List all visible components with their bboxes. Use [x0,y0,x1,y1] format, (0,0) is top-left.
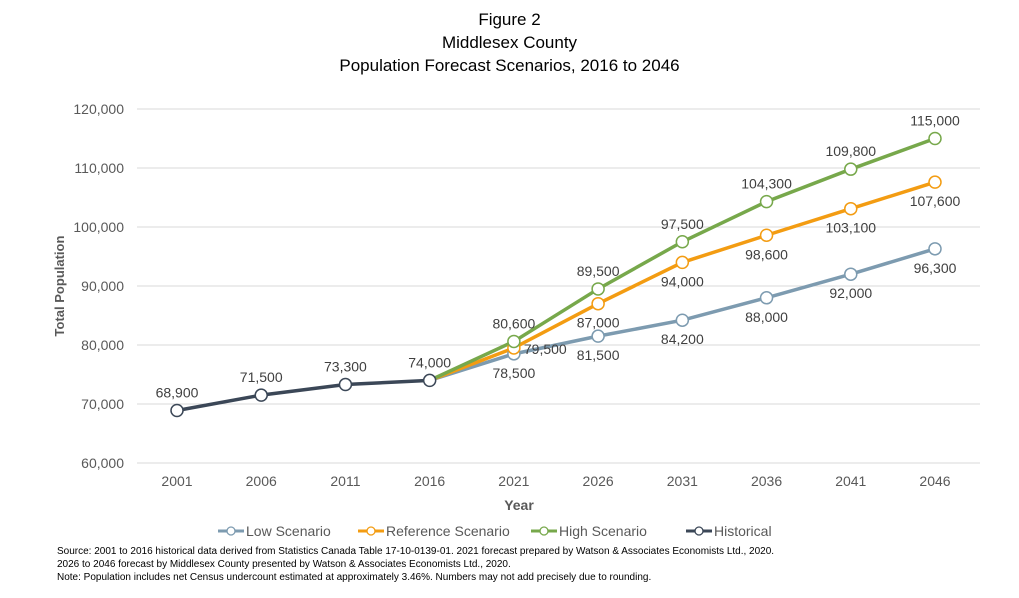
data-point [759,228,774,243]
y-tick-label: 70,000 [81,396,124,412]
legend-label: Historical [714,523,772,539]
data-label: 89,500 [577,263,620,279]
data-point [759,291,774,305]
data-point [759,194,774,209]
source-note-2: 2026 to 2046 forecast by Middlesex Count… [57,559,511,570]
data-label: 115,000 [910,113,960,129]
data-label: 104,300 [741,176,792,192]
legend-label: Reference Scenario [386,523,510,539]
data-label: 94,000 [661,273,704,289]
data-label: 71,500 [240,369,283,385]
legend-marker [366,526,376,536]
legend-label: Low Scenario [246,523,331,539]
y-axis-label: Total Population [52,236,67,337]
y-tick-label: 80,000 [81,337,124,353]
data-label: 92,000 [829,285,872,301]
data-label: 98,600 [745,246,788,262]
x-tick-label: 2026 [583,473,614,489]
data-point [928,131,942,146]
data-label: 80,600 [492,315,535,331]
data-point [422,373,437,388]
y-tick-label: 90,000 [81,278,124,294]
data-label: 84,200 [661,331,704,347]
data-point [675,313,690,327]
x-tick-label: 2006 [246,473,277,489]
data-point [675,235,690,249]
data-point [844,201,858,216]
x-tick-label: 2011 [330,473,360,489]
legend-marker [694,526,704,536]
data-label: 74,000 [408,354,451,370]
y-tick-label: 100,000 [73,219,124,235]
x-tick-label: 2021 [498,473,529,489]
y-tick-label: 120,000 [73,101,124,117]
data-point [928,175,942,189]
x-tick-label: 2046 [919,473,950,489]
x-tick-label: 2041 [835,473,866,489]
x-tick-label: 2001 [161,473,192,489]
data-point [338,377,353,392]
rounding-note: Note: Population includes net Census und… [57,572,652,583]
data-point [844,267,858,281]
chart-subtitle: Population Forecast Scenarios, 2016 to 2… [339,56,680,75]
source-note: Source: 2001 to 2016 historical data der… [57,546,775,557]
x-tick-label: 2016 [414,473,445,489]
y-tick-label: 60,000 [81,455,124,471]
data-label: 88,000 [745,309,788,325]
data-label: 79,500 [524,341,567,357]
data-point [591,329,605,343]
figure-number: Figure 2 [478,10,541,29]
data-label: 107,600 [910,193,961,209]
x-axis-label: Year [504,497,534,513]
data-label: 73,300 [324,359,367,375]
data-point [928,242,942,256]
x-tick-label: 2031 [667,473,698,489]
data-label: 96,300 [914,260,957,276]
data-point [591,296,605,311]
data-point [507,334,521,349]
legend-marker [539,526,549,536]
y-tick-label: 110,000 [74,160,124,176]
x-tick-label: 2036 [751,473,782,489]
data-label: 78,500 [492,365,535,381]
data-point [675,255,690,270]
data-point [170,403,184,418]
series-line-historical [176,378,430,413]
data-label: 97,500 [661,216,704,232]
data-label: 109,800 [825,143,876,159]
legend-marker [226,526,236,536]
data-point [254,388,268,402]
data-point [591,282,605,296]
data-label: 87,000 [577,315,620,331]
data-point [844,162,858,176]
data-label: 81,500 [577,347,620,363]
legend-label: High Scenario [559,523,647,539]
data-label: 103,100 [825,220,876,236]
data-label: 68,900 [156,384,199,400]
chart-title: Middlesex County [441,33,578,52]
